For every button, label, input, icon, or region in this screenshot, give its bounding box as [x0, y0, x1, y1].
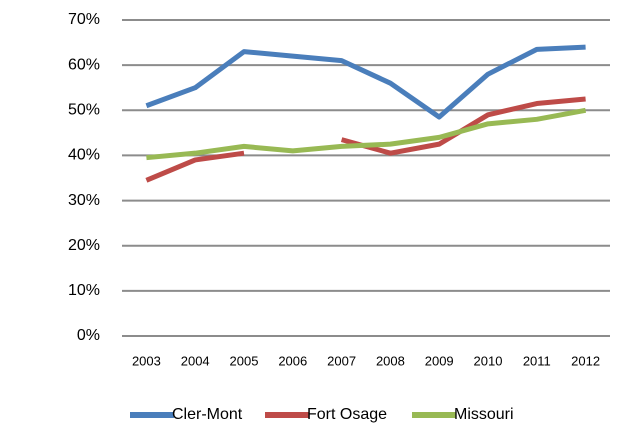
y-tick-label: 20%	[68, 237, 100, 254]
x-tick-label: 2006	[278, 353, 307, 368]
series-line	[146, 107, 587, 161]
x-tick-label: 2012	[571, 353, 600, 368]
x-tick-label: 2007	[327, 353, 356, 368]
x-tick-label: 2009	[425, 353, 454, 368]
legend-label: Fort Osage	[307, 406, 387, 423]
x-tick-label: 2003	[132, 353, 161, 368]
y-tick-label: 30%	[68, 192, 100, 209]
x-tick-label: 2004	[181, 353, 210, 368]
x-tick-label: 2011	[523, 353, 551, 368]
y-tick-label: 40%	[68, 147, 100, 164]
y-tick-label: 70%	[68, 11, 100, 28]
y-tick-label: 50%	[68, 102, 100, 119]
x-tick-label: 2005	[230, 353, 259, 368]
y-tick-label: 10%	[68, 282, 100, 299]
legend-label: Cler-Mont	[172, 406, 243, 423]
x-tick-label: 2010	[474, 353, 503, 368]
y-tick-label: 0%	[77, 327, 100, 344]
x-tick-label: 2008	[376, 353, 405, 368]
y-tick-label: 60%	[68, 56, 100, 73]
legend-label: Missouri	[454, 406, 514, 423]
series-line	[145, 44, 586, 120]
